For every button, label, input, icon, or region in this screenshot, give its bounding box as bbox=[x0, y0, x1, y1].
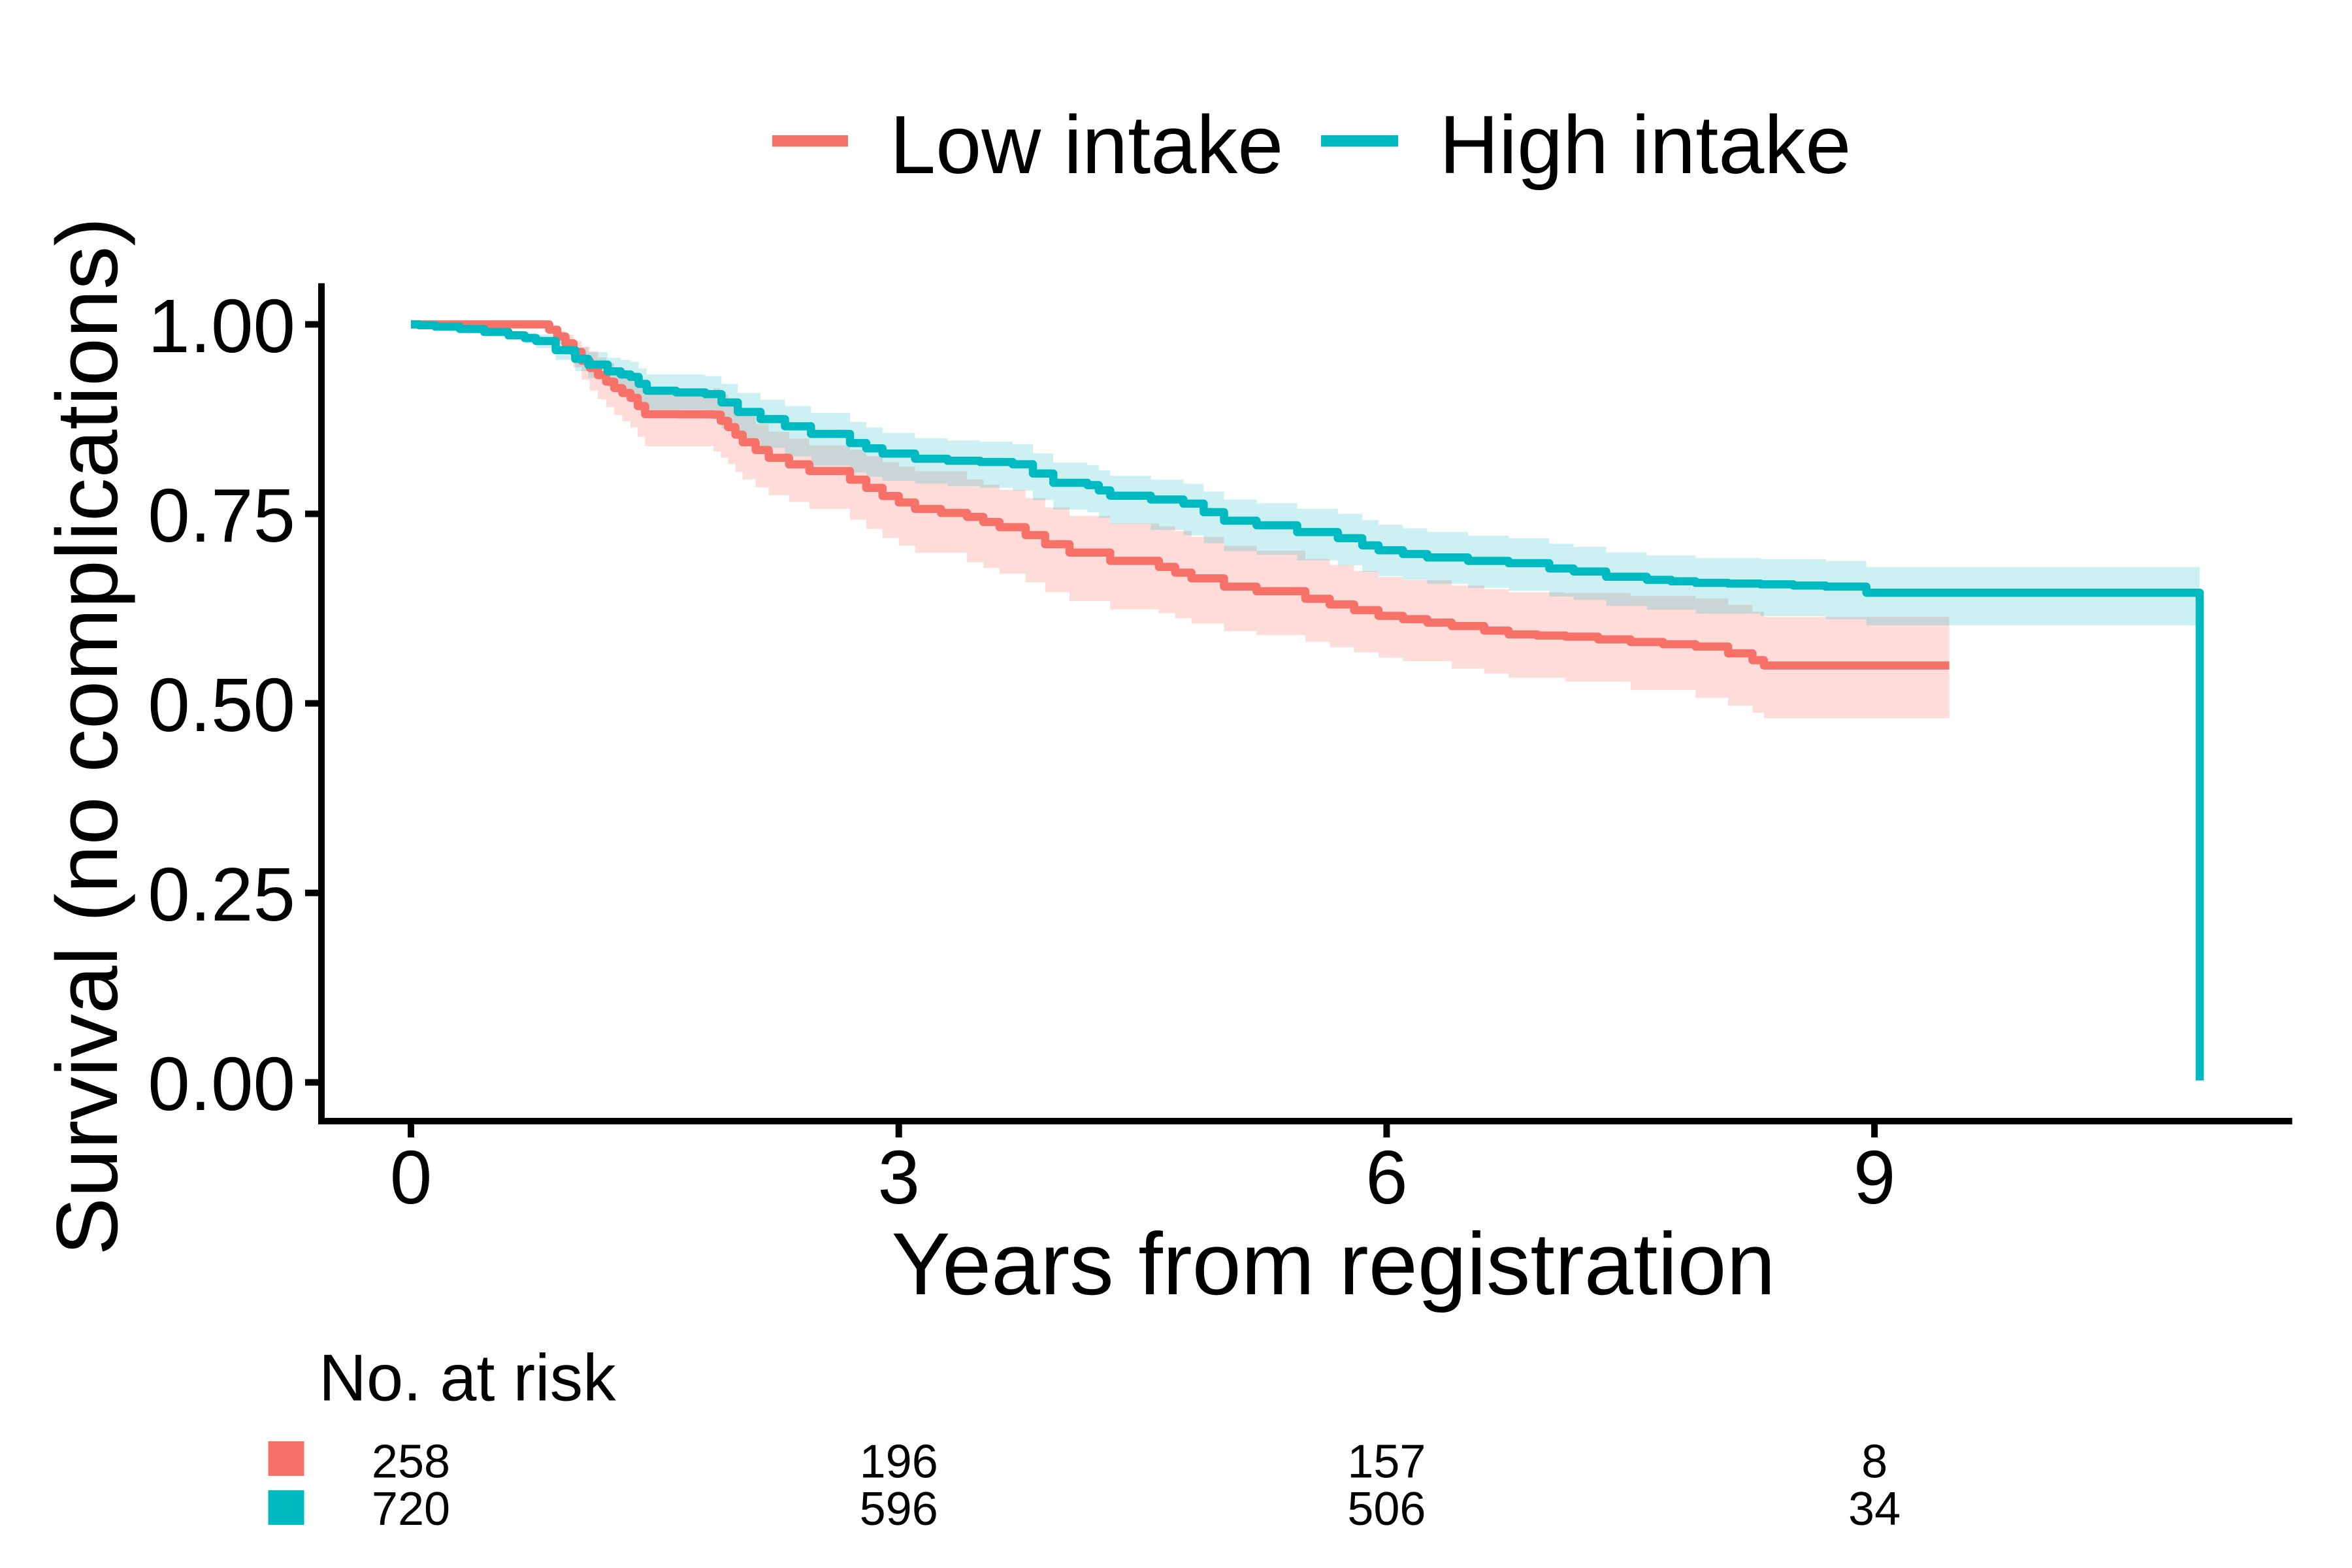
svg-text:9: 9 bbox=[1854, 1135, 1896, 1220]
svg-text:506: 506 bbox=[1347, 1483, 1426, 1535]
svg-text:0: 0 bbox=[390, 1135, 433, 1220]
svg-text:High intake: High intake bbox=[1439, 99, 1851, 191]
svg-text:0.75: 0.75 bbox=[148, 473, 295, 558]
svg-text:No. at risk: No. at risk bbox=[319, 1342, 616, 1415]
svg-text:0.00: 0.00 bbox=[148, 1041, 295, 1126]
svg-text:3: 3 bbox=[877, 1135, 920, 1220]
svg-text:196: 196 bbox=[860, 1436, 938, 1488]
svg-text:0.25: 0.25 bbox=[148, 852, 295, 937]
svg-text:0.50: 0.50 bbox=[148, 662, 295, 747]
svg-text:Survival (no complications): Survival (no complications) bbox=[39, 217, 136, 1255]
svg-text:596: 596 bbox=[860, 1483, 938, 1535]
svg-text:8: 8 bbox=[1861, 1436, 1887, 1488]
svg-text:1.00: 1.00 bbox=[148, 284, 295, 368]
svg-text:34: 34 bbox=[1848, 1483, 1901, 1535]
svg-text:157: 157 bbox=[1347, 1436, 1426, 1488]
svg-text:Years from registration: Years from registration bbox=[891, 1215, 1775, 1313]
svg-text:6: 6 bbox=[1365, 1135, 1408, 1220]
svg-text:258: 258 bbox=[372, 1436, 450, 1488]
svg-text:Low intake: Low intake bbox=[890, 99, 1283, 191]
svg-text:720: 720 bbox=[372, 1483, 450, 1535]
